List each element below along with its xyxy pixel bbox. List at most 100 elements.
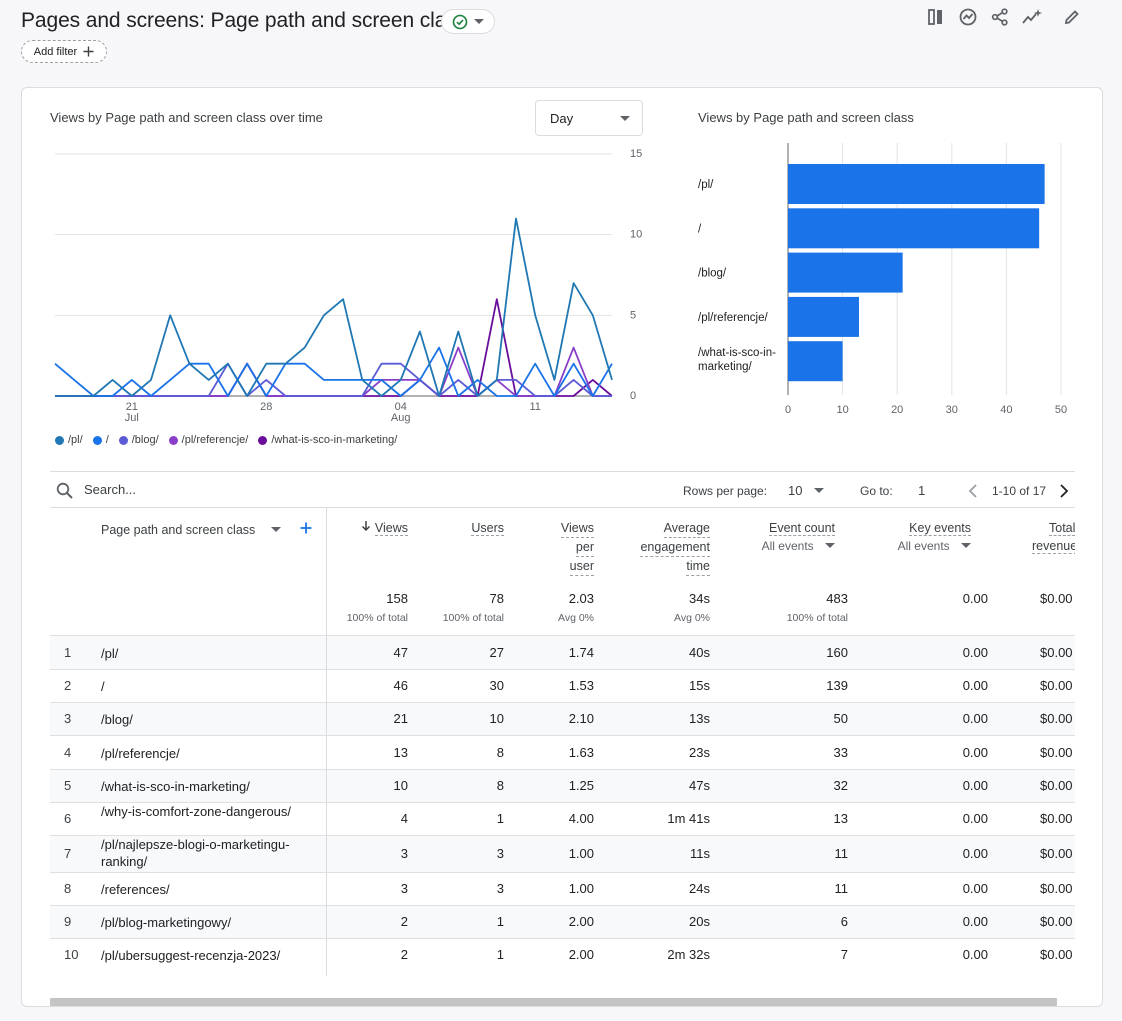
table-row[interactable]: 10/pl/ubersuggest-recenzja-2023/2 1 2.00 2m…	[50, 938, 1075, 971]
series-line-0[interactable]	[55, 217, 613, 397]
cell-views: 21	[393, 711, 408, 726]
users-header[interactable]: Users	[471, 519, 504, 537]
legend-dot	[168, 435, 178, 445]
table-row[interactable]: 6/why-is-comfort-zone-dangerous/4 1 4.00 1m…	[50, 802, 1075, 835]
x-tick-label: 40	[1000, 404, 1012, 416]
cell-views: 2	[400, 914, 408, 929]
check-circle-icon	[452, 14, 468, 29]
edit-button[interactable]	[1061, 6, 1083, 28]
key-events-filter[interactable]: All events	[898, 539, 971, 553]
legend-dot	[258, 435, 268, 445]
page-path-link[interactable]: /references/	[101, 882, 170, 897]
cell-users: 1	[496, 947, 504, 962]
page-path-link[interactable]: /why-is-comfort-zone-dangerous/	[101, 804, 292, 819]
compare-button[interactable]	[925, 6, 947, 28]
row-rank: 10	[64, 947, 79, 962]
legend-label: /pl/referencje/	[181, 434, 249, 446]
cell-views: 46	[393, 678, 408, 693]
status-dropdown[interactable]	[441, 9, 495, 34]
key-events-header[interactable]: Key events All events	[898, 519, 971, 555]
page-path-link[interactable]: /pl/ubersuggest-recenzja-2023/	[101, 948, 281, 963]
views-header[interactable]: Views	[361, 519, 408, 537]
cell-key: 0.00	[962, 778, 988, 793]
dimension-header[interactable]: Page path and screen class	[101, 521, 312, 539]
search-icon	[56, 482, 73, 499]
insights-button[interactable]	[957, 6, 979, 28]
add-dimension-icon[interactable]	[300, 522, 312, 534]
total-events-sub: 100% of total	[786, 612, 848, 624]
legend-item[interactable]: /	[92, 434, 109, 446]
cell-vpu: 2.10	[568, 711, 594, 726]
legend-label: /	[105, 434, 109, 446]
page-path-link[interactable]: /pl/blog-marketingowy/	[101, 915, 232, 930]
bar[interactable]	[788, 341, 843, 382]
chevron-left-icon[interactable]	[967, 483, 979, 499]
x-tick-label: 30	[946, 404, 958, 416]
table-row[interactable]: 9/pl/blog-marketingowy/2 1 2.00 20s 6 0.00 $0.…	[50, 905, 1075, 938]
cell-vpu: 1.63	[568, 744, 594, 760]
cell-views: 2	[400, 947, 408, 962]
page-path-link[interactable]: /	[101, 679, 105, 694]
series-line-4[interactable]	[55, 298, 613, 397]
table-row[interactable]: 7/pl/najlepsze-blogi-o-marketingu-rankin…	[50, 835, 1075, 872]
line-chart-title: Views by Page path and screen class over…	[50, 110, 323, 125]
total-aet: 34s	[689, 591, 710, 606]
legend-item[interactable]: /blog/	[118, 434, 159, 446]
cell-revenue: $0.00	[1040, 644, 1073, 660]
legend-item[interactable]: /what-is-sco-in-marketing/	[258, 434, 397, 446]
avg-engagement-header[interactable]: Average engagement time	[640, 519, 710, 576]
add-filter-button[interactable]: Add filter	[21, 40, 107, 63]
event-count-filter[interactable]: All events	[762, 539, 835, 553]
page-path-link[interactable]: /blog/	[101, 712, 133, 727]
share-icon	[991, 8, 1008, 26]
cell-users: 27	[489, 644, 504, 660]
table-row[interactable]: 2 / 46 30 1.53 15s 139 0.00 $0.00	[50, 669, 1075, 702]
row-rank: 5	[64, 778, 72, 793]
table-row[interactable]: 1/pl/47 27 1.74 40s 160 0.00 $0.00	[50, 635, 1075, 669]
views-per-user-header[interactable]: Views per user	[560, 519, 594, 576]
legend-item[interactable]: /pl/	[55, 434, 83, 446]
series-line-3[interactable]	[55, 346, 612, 397]
series-line-1[interactable]	[54, 346, 613, 397]
cell-aet: 13s	[689, 711, 710, 726]
page-path-link[interactable]: /what-is-sco-in-marketing/	[101, 779, 250, 794]
row-rank: 1	[64, 644, 72, 660]
series-line-2[interactable]	[55, 362, 612, 397]
aet-label-3: time	[686, 557, 710, 576]
search-input[interactable]	[82, 481, 382, 498]
y-tick-label: 5	[630, 309, 636, 321]
event-count-header[interactable]: Event count All events	[762, 519, 835, 555]
page-path-link[interactable]: /pl/referencje/	[101, 745, 180, 761]
horizontal-scrollbar[interactable]	[50, 998, 1057, 1006]
chevron-right-icon[interactable]	[1058, 483, 1070, 499]
bar[interactable]	[788, 296, 859, 337]
bar[interactable]	[788, 164, 1045, 204]
x-tick-day: 04	[395, 401, 407, 413]
time-granularity-value: Day	[550, 110, 574, 126]
table-row[interactable]: 5/what-is-sco-in-marketing/10 8 1.25 47s 32 0…	[50, 769, 1075, 802]
table-row[interactable]: 8/references/3 3 1.00 24s 11 0.00 $0.00	[50, 872, 1075, 905]
bar[interactable]	[788, 208, 1040, 249]
table-row[interactable]: 4/pl/referencje/13 8 1.63 23s 33 0.00 $0.00	[50, 735, 1075, 769]
bar[interactable]	[788, 252, 903, 293]
goto-input[interactable]: 1	[918, 483, 926, 498]
bar-chart: 0 10 20 30 40 50/pl/ / /blog/ /pl/referencje/ /wh…	[698, 143, 1067, 416]
share-button[interactable]	[989, 6, 1011, 28]
y-tick-label: 10	[630, 229, 642, 241]
rows-per-page-select[interactable]: 10	[788, 483, 825, 498]
cell-revenue: $0.00	[1040, 947, 1073, 962]
page-path-link[interactable]: /pl/	[101, 645, 119, 661]
event-count-filter-label: All events	[761, 539, 814, 553]
cell-key: 0.00	[962, 678, 988, 693]
x-tick-label: 20	[891, 404, 903, 416]
trend-sparkle-button[interactable]	[1021, 6, 1043, 28]
time-granularity-select[interactable]: Day	[535, 100, 643, 136]
page-path-link[interactable]: /pl/najlepsze-blogi-o-marketingu-ranking…	[101, 837, 290, 869]
legend-item[interactable]: /pl/referencje/	[168, 434, 249, 446]
total-revenue-header[interactable]: Total revenue	[1032, 519, 1075, 555]
revenue-label-1: Total	[1049, 521, 1075, 536]
cell-events: 11	[834, 846, 849, 861]
table-row[interactable]: 3/blog/21 10 2.10 13s 50 0.00 $0.00	[50, 702, 1075, 735]
cell-users: 8	[496, 778, 504, 793]
cell-key: 0.00	[962, 914, 988, 929]
